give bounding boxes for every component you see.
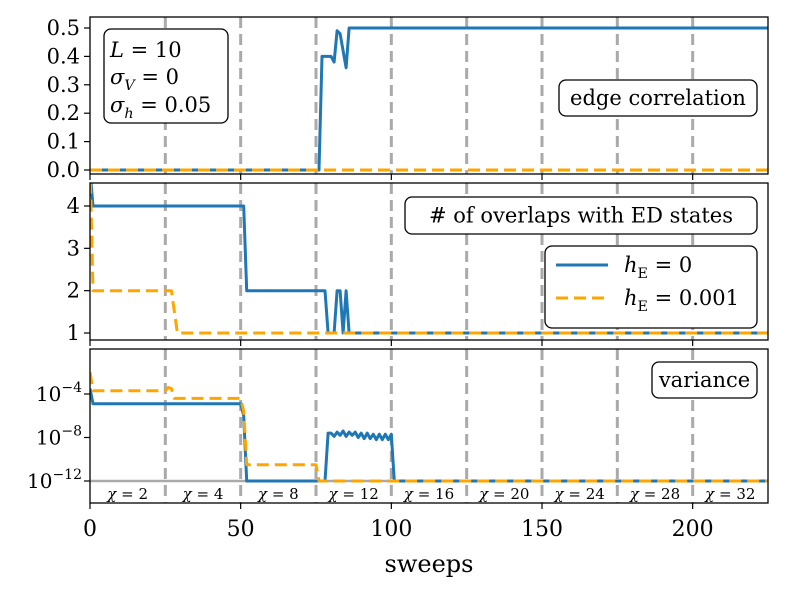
label-text: edge correlation (570, 86, 746, 110)
edge-correlation-label: edge correlation (558, 79, 758, 117)
param-sigma-h: σh = 0.05 (110, 93, 211, 122)
y-tick-label: 4 (67, 194, 80, 218)
variance-label: variance (651, 361, 758, 399)
chi-label: χ = 4 (182, 485, 224, 503)
y-tick-label: 0.1 (47, 130, 80, 154)
label-box (404, 196, 758, 235)
y-tick-label: 2 (67, 279, 80, 303)
params-box: L = 10 σV = 0σh = 0.05 (103, 28, 229, 124)
y-tick-label: 0.0 (47, 158, 80, 182)
legend-label: hE = 0.001 (624, 286, 739, 315)
series-line-he-0 (90, 26, 768, 172)
y-tick-label: 0.2 (47, 101, 80, 125)
y-tick-label: 10−4 (36, 380, 82, 406)
panel-3: 10−4 10−8 10−12 (27, 348, 769, 509)
axes-frame (89, 348, 769, 504)
y-tick-label: 0.5 (47, 16, 80, 40)
x-tick-label: 50 (227, 517, 255, 542)
legend: hE = 0 hE = 0.001 (544, 245, 758, 329)
series-line-he-0001 (90, 372, 768, 483)
y-tick-label: 10−12 (27, 467, 82, 493)
param-sigma-v: σV = 0 (110, 65, 179, 94)
chi-label: χ = 28 (629, 485, 680, 503)
x-tick-label: 0 (83, 517, 97, 542)
axes-frame (89, 182, 769, 341)
label-box (558, 79, 758, 117)
axes-frame (89, 16, 769, 175)
chi-label: χ = 16 (403, 485, 454, 503)
x-axis-label: sweeps (385, 550, 474, 578)
x-tick-label: 200 (672, 517, 714, 542)
y-tick-label: 0.3 (47, 73, 80, 97)
y-tick-label: 1 (67, 321, 80, 345)
label-text: # of overlaps with ED states (429, 204, 733, 228)
y-tick-label: 3 (67, 236, 80, 260)
params-box-frame (103, 28, 229, 124)
series-line-he-0 (90, 388, 768, 483)
plot-area (90, 349, 768, 503)
chi-label: χ = 12 (328, 485, 379, 503)
x-tick-label: 150 (521, 517, 563, 542)
legend-label: hE = 0 (624, 253, 692, 282)
series-line-he-0001 (90, 183, 768, 335)
chi-label: χ = 24 (554, 485, 605, 503)
chi-label: χ = 32 (704, 485, 755, 503)
x-tick-label: 100 (370, 517, 412, 542)
chi-label: χ = 20 (478, 485, 529, 503)
chi-label: χ = 8 (257, 485, 299, 503)
chi-label: χ = 2 (106, 485, 148, 503)
label-text: variance (658, 368, 750, 392)
label-box (651, 361, 758, 399)
param-L: L = 10 (109, 38, 182, 62)
overlaps-label: # of overlaps with ED states (404, 196, 758, 235)
y-tick-label: 10−8 (36, 424, 82, 450)
y-tick-label: 0.4 (47, 44, 80, 68)
